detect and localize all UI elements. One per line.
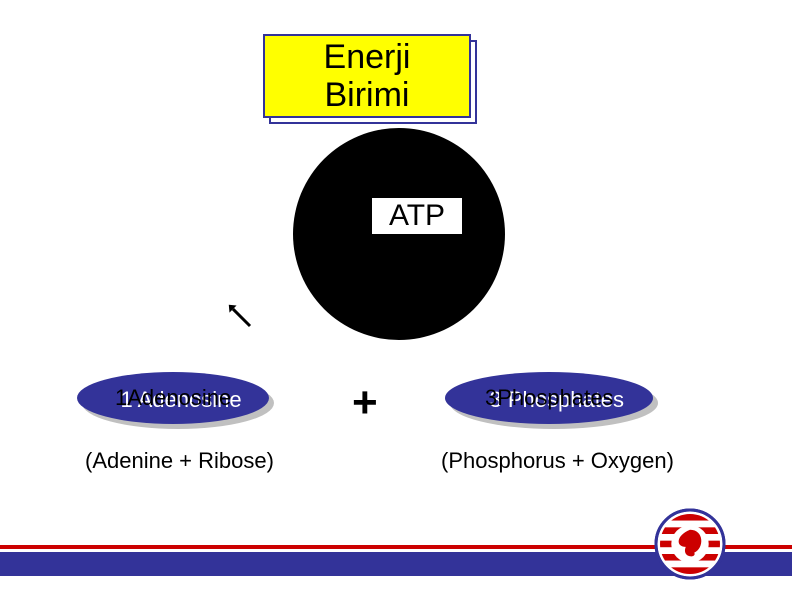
phosphates-label-front: 3Phosphates [485,385,613,411]
adenosine-caption: (Adenine + Ribose) [85,448,274,474]
plus-sign: + [352,378,378,428]
breakdown-arrow-icon [230,306,270,346]
phosphates-pill: 3 Phosphates 3Phosphates [445,372,653,424]
adenosine-pill: 1 Adenosine 1Adenosine [77,372,269,424]
university-logo-icon [654,508,726,580]
phosphates-caption: (Phosphorus + Oxygen) [441,448,674,474]
atp-circle [293,128,505,340]
title-text: Enerji Birimi [265,36,469,114]
atp-label: ATP [372,198,462,234]
adenosine-label-front: 1Adenosine [115,385,231,411]
slide: Enerji Birimi ATP 1 Adenosine 1Adenosine… [0,0,792,612]
title-box: Enerji Birimi [263,34,471,118]
